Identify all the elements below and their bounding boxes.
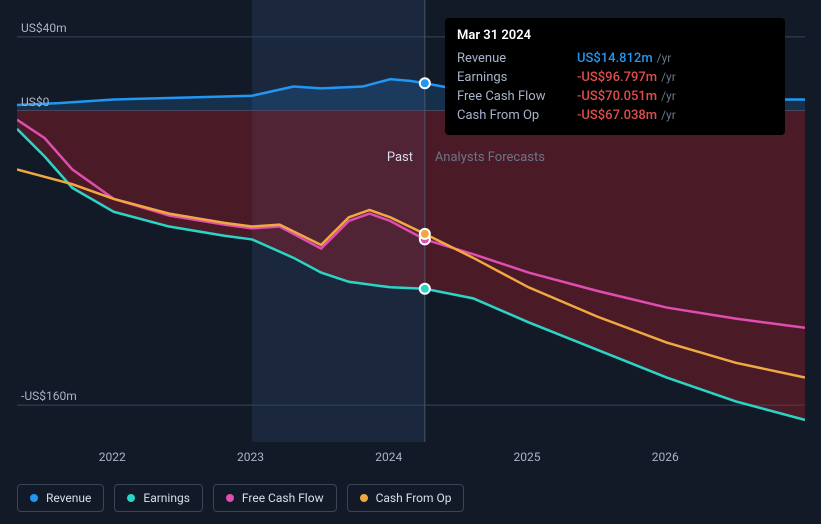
tooltip-row-value: US$14.812m <box>577 51 653 66</box>
forecast-label: Analysts Forecasts <box>435 150 545 165</box>
tooltip-date: Mar 31 2024 <box>457 28 773 43</box>
legend-dot-icon <box>30 494 38 502</box>
legend-dot-icon <box>226 494 234 502</box>
legend-item-fcf[interactable]: Free Cash Flow <box>213 484 337 512</box>
legend-item-label: Cash From Op <box>376 491 452 505</box>
x-tick-label: 2024 <box>375 450 402 464</box>
legend-item-label: Revenue <box>46 491 91 505</box>
legend-item-cfo[interactable]: Cash From Op <box>347 484 465 512</box>
legend-item-label: Earnings <box>143 491 190 505</box>
tooltip-row: Free Cash Flow-US$70.051m/yr <box>457 87 773 106</box>
x-tick-label: 2025 <box>514 450 541 464</box>
legend-item-revenue[interactable]: Revenue <box>17 484 104 512</box>
y-tick-label: US$0 <box>21 95 49 109</box>
x-tick-label: 2022 <box>99 450 126 464</box>
tooltip-row-label: Revenue <box>457 51 577 66</box>
legend-dot-icon <box>127 494 135 502</box>
legend-item-label: Free Cash Flow <box>242 491 324 505</box>
legend-dot-icon <box>360 494 368 502</box>
tooltip-row-label: Cash From Op <box>457 108 577 123</box>
marker-revenue <box>420 78 430 88</box>
marker-cfo <box>420 229 430 239</box>
tooltip-row-value: -US$67.038m <box>577 108 657 123</box>
tooltip-row-suffix: /yr <box>661 108 676 122</box>
tooltip-row-suffix: /yr <box>661 70 676 84</box>
tooltip-row: Earnings-US$96.797m/yr <box>457 68 773 87</box>
legend-item-earnings[interactable]: Earnings <box>114 484 203 512</box>
x-tick-label: 2026 <box>652 450 679 464</box>
chart-tooltip: Mar 31 2024 RevenueUS$14.812m/yrEarnings… <box>445 18 785 135</box>
tooltip-row: Cash From Op-US$67.038m/yr <box>457 106 773 125</box>
legend: Revenue Earnings Free Cash Flow Cash From O… <box>17 484 464 512</box>
tooltip-row-label: Free Cash Flow <box>457 89 577 104</box>
tooltip-row-suffix: /yr <box>661 89 676 103</box>
y-tick-label: US$40m <box>21 21 67 35</box>
tooltip-row-suffix: /yr <box>657 51 672 65</box>
tooltip-row-value: -US$70.051m <box>577 89 657 104</box>
past-label: Past <box>387 150 413 165</box>
y-tick-label: -US$160m <box>21 389 77 403</box>
tooltip-row-value: -US$96.797m <box>577 70 657 85</box>
marker-earnings <box>420 284 430 294</box>
tooltip-row: RevenueUS$14.812m/yr <box>457 49 773 68</box>
tooltip-row-label: Earnings <box>457 70 577 85</box>
x-tick-label: 2023 <box>237 450 264 464</box>
